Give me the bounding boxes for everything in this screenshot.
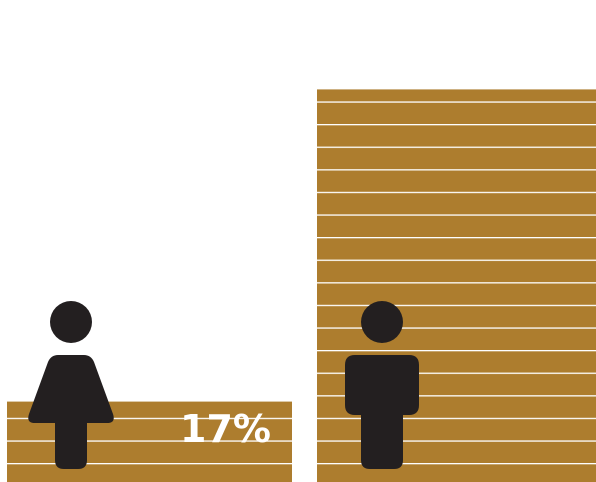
value-label-male: 83% — [489, 25, 580, 69]
value-label-female: 17% — [180, 407, 271, 451]
bar-male-stripes — [317, 89, 596, 482]
bar-group-male: 83% — [317, 25, 596, 482]
bar-group-female: 17% — [7, 301, 292, 482]
